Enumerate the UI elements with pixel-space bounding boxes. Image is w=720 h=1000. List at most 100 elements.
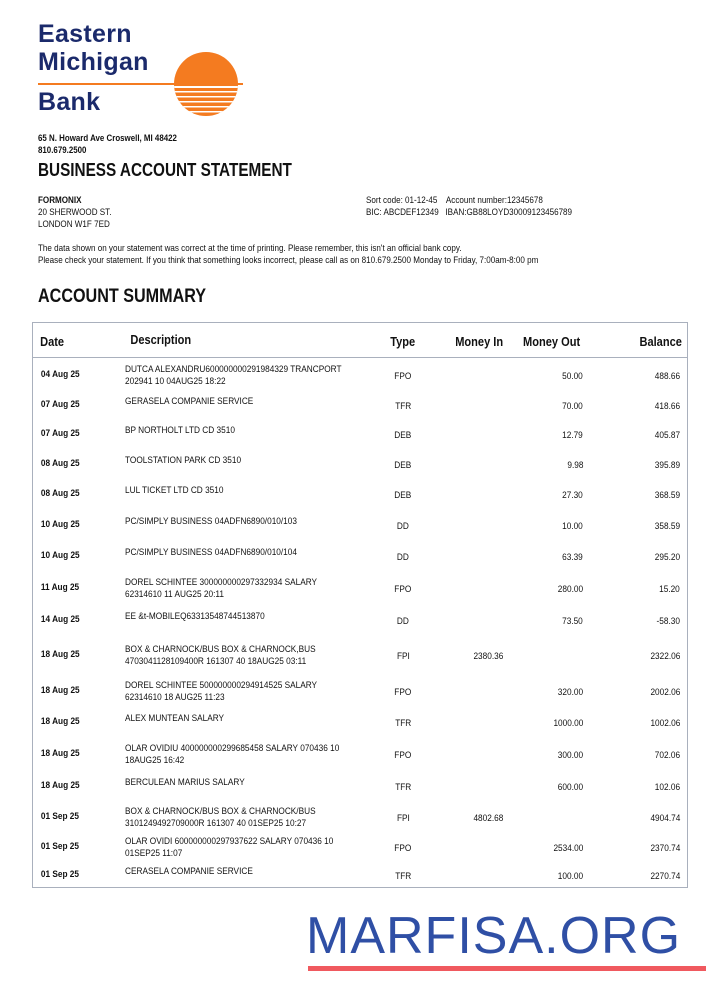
row-type: FPO: [394, 843, 412, 854]
notice-line: The data shown on your statement was cor…: [38, 243, 462, 254]
row-date: 01 Sep 25: [40, 869, 79, 880]
bic-iban: BIC: ABCDEF12349 IBAN:GB88LOYD3000912345…: [366, 207, 573, 218]
row-date: 18 Aug 25: [40, 779, 80, 791]
row-date: 07 Aug 25: [40, 399, 80, 410]
row-date: 14 Aug 25: [40, 613, 80, 625]
row-date: 11 Aug 25: [40, 581, 80, 593]
description-line: ALEX MUNTEAN SALARY: [125, 713, 225, 724]
row-type: DEB: [394, 460, 412, 471]
row-date: 01 Sep 25: [40, 841, 79, 852]
table-row: 18 Aug 25 FPO 320.00 2002.06 DOREL SCHINTEE …: [33, 675, 687, 707]
row-type: DD: [397, 551, 409, 563]
row-money-out: 280.00: [557, 583, 583, 595]
sort-code-account: Sort code: 01-12-45 Account number:12345…: [366, 195, 543, 206]
row-description: GERASELA COMPANIE SERVICE: [125, 396, 272, 408]
row-type: DEB: [394, 490, 412, 501]
customer-address-1: 20 SHERWOOD ST.: [38, 207, 112, 218]
description-line: BERCULEAN MARIUS SALARY: [125, 776, 245, 788]
row-money-out: 27.30: [562, 490, 583, 501]
table-row: 08 Aug 25 DEB 9.98 395.89 TOOLSTATION PARK C…: [33, 449, 687, 479]
row-money-in: 2380.36: [473, 651, 503, 662]
row-balance: 358.59: [654, 520, 680, 532]
description-line: 3101249492709000R 161307 40 01SEP25 10:2…: [125, 818, 307, 829]
page-title: BUSINESS ACCOUNT STATEMENT: [38, 160, 292, 180]
table-row: 10 Aug 25 DD 63.39 295.20 PC/SIMPLY BUSINESS…: [33, 540, 687, 571]
row-balance: 2270.74: [650, 871, 680, 882]
description-line: GERASELA COMPANIE SERVICE: [125, 396, 254, 407]
row-balance: 4904.74: [650, 813, 680, 824]
row-date: 04 Aug 25: [40, 368, 80, 380]
row-type: FPO: [394, 749, 412, 761]
row-date: 07 Aug 25: [40, 428, 80, 439]
row-description: LUL TICKET LTD CD 3510: [125, 485, 238, 497]
description-line: 62314610 11 AUG25 20:11: [125, 588, 224, 600]
customer-block: FORMONIX 20 SHERWOOD ST. LONDON W1F 7ED: [38, 195, 111, 231]
description-line: EE &t-MOBILEQ63313548744513870: [125, 610, 265, 622]
row-type: DD: [397, 615, 409, 627]
watermark: MARFISA.ORG: [306, 907, 682, 965]
row-type: FPO: [394, 583, 412, 595]
row-money-out: 600.00: [557, 781, 583, 793]
description-line: DOREL SCHINTEE 500000000294914525 SALARY: [125, 680, 318, 691]
description-line: 18AUG25 16:42: [125, 754, 185, 766]
row-description: TOOLSTATION PARK CD 3510: [125, 455, 258, 467]
row-description: DUTCA ALEXANDRU600000000291984329 TRANCP…: [125, 364, 374, 388]
row-description: PC/SIMPLY BUSINESS 04ADFN6890/010/103: [125, 516, 323, 528]
row-balance: 405.87: [654, 430, 680, 441]
row-money-out: 73.50: [562, 615, 583, 627]
description-line: 62314610 18 AUG25 11:23: [125, 692, 225, 703]
header-money-out: Money Out: [522, 334, 580, 349]
row-balance: 1002.06: [650, 718, 680, 729]
description-line: 4703041128109400R 161307 40 18AUG25 03:1…: [125, 656, 307, 667]
row-money-out: 10.00: [562, 520, 583, 532]
table-row: 01 Sep 25 FPI 4802.68 4904.74 BOX & CHARNOCK…: [33, 801, 687, 833]
row-balance: 488.66: [654, 370, 680, 382]
row-balance: 2322.06: [650, 651, 680, 662]
header-money-in: Money In: [454, 334, 503, 349]
row-balance: 102.06: [654, 781, 680, 793]
table-row: 07 Aug 25 DEB 12.79 405.87 BP NORTHOLT LTD C…: [33, 419, 687, 449]
description-line: TOOLSTATION PARK CD 3510: [125, 455, 242, 466]
description-line: OLAR OVIDIU 400000000299685458 SALARY 07…: [125, 742, 340, 754]
row-balance: 702.06: [654, 749, 680, 761]
row-balance: 2002.06: [650, 687, 680, 698]
table-row: 18 Aug 25 TFR 1000.00 1002.06 ALEX MUNTEAN S…: [33, 707, 687, 737]
row-money-out: 50.00: [562, 370, 583, 382]
description-line: DUTCA ALEXANDRU600000000291984329 TRANCP…: [125, 363, 342, 375]
phone-text: 810.679.2500: [38, 145, 87, 155]
row-money-in: 4802.68: [473, 813, 503, 824]
account-details: Sort code: 01-12-45 Account number:12345…: [366, 195, 572, 219]
table-row: 07 Aug 25 TFR 70.00 418.66 GERASELA COMPANIE…: [33, 391, 687, 419]
table-row: 18 Aug 25 FPI 2380.36 2322.06 BOX & CHARNOCK…: [33, 635, 687, 675]
row-money-out: 1000.00: [553, 718, 583, 729]
table-row: 18 Aug 25 TFR 600.00 102.06 BERCULEAN MARIUS…: [33, 770, 687, 801]
row-type: TFR: [394, 871, 412, 882]
row-type: TFR: [394, 718, 412, 729]
row-date: 18 Aug 25: [40, 685, 80, 696]
row-description: OLAR OVIDI 600000000297937622 SALARY 070…: [125, 836, 364, 860]
table-row: 04 Aug 25 FPO 50.00 488.66 DUTCA ALEXANDRU60…: [33, 358, 687, 391]
table-row: 10 Aug 25 DD 10.00 358.59 PC/SIMPLY BUSINESS…: [33, 509, 687, 540]
customer-name: FORMONIX: [38, 195, 82, 206]
row-date: 10 Aug 25: [40, 549, 80, 561]
address-text: 65 N. Howard Ave Croswell, MI 48422: [38, 133, 177, 143]
table-row: 01 Sep 25 FPO 2534.00 2370.74 OLAR OVIDI 600…: [33, 833, 687, 861]
header-description: Description: [130, 332, 192, 347]
description-line: 01SEP25 11:07: [125, 848, 183, 859]
table-row: 08 Aug 25 DEB 27.30 368.59 LUL TICKET LTD CD…: [33, 479, 687, 509]
table-header: Date Description Type Money In Money Out…: [33, 323, 687, 358]
row-money-out: 300.00: [557, 749, 583, 761]
transactions-table: Date Description Type Money In Money Out…: [32, 322, 688, 888]
table-row: 18 Aug 25 FPO 300.00 702.06 OLAR OVIDIU 4000…: [33, 737, 687, 770]
row-description: BP NORTHOLT LTD CD 3510: [125, 425, 251, 437]
row-date: 01 Sep 25: [40, 811, 79, 822]
bank-address: 65 N. Howard Ave Croswell, MI 48422 810.…: [38, 132, 177, 156]
notice-line: Please check your statement. If you thin…: [38, 255, 539, 266]
description-line: 202941 10 04AUG25 18:22: [125, 375, 226, 387]
description-line: BOX & CHARNOCK/BUS BOX & CHARNOCK,BUS: [125, 644, 316, 655]
description-line: CERASELA COMPANIE SERVICE: [125, 866, 253, 877]
header-date: Date: [40, 334, 65, 349]
row-money-out: 100.00: [557, 871, 583, 882]
section-title: ACCOUNT SUMMARY: [38, 286, 207, 307]
description-line: OLAR OVIDI 600000000297937622 SALARY 070…: [125, 836, 334, 847]
